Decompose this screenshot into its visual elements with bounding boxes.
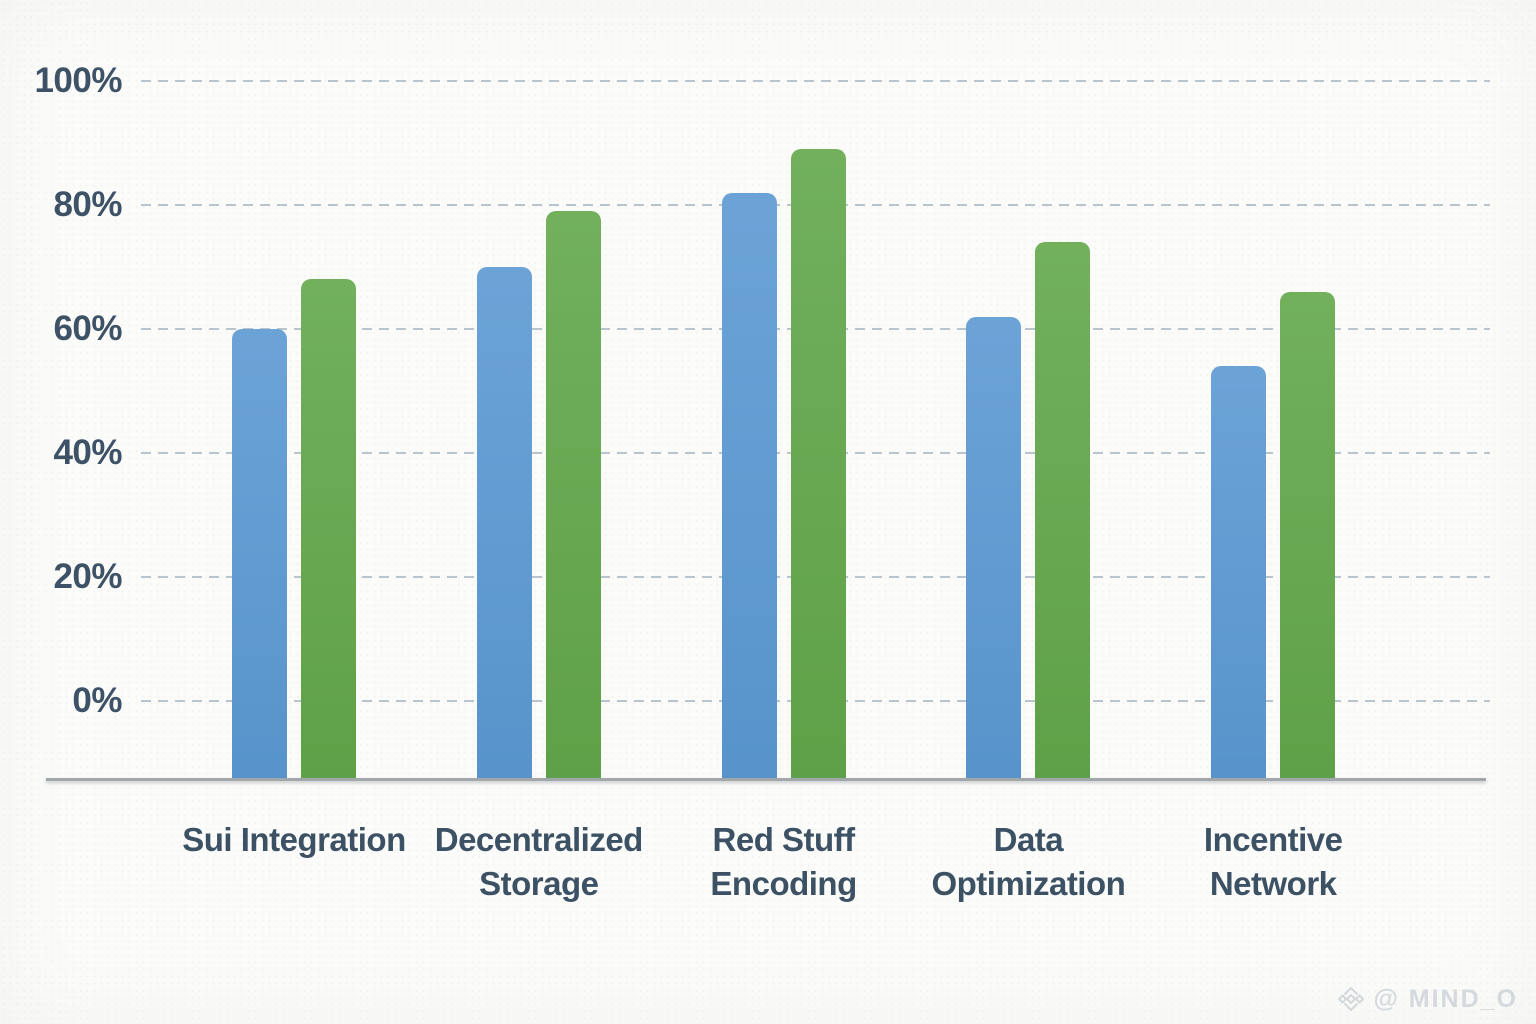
y-axis-tick-label: 20% <box>53 557 122 596</box>
bar-green-series <box>301 279 356 780</box>
bar-blue-series <box>232 329 287 780</box>
watermark-text: @ MIND_O <box>1373 984 1518 1013</box>
x-axis-line <box>46 778 1486 781</box>
bar-green-series <box>1035 242 1091 780</box>
gridline <box>141 80 1490 82</box>
y-axis-tick-label: 80% <box>53 185 122 224</box>
category-label: Data Optimization <box>931 821 1126 902</box>
category-label: Decentralized Storage <box>434 821 644 902</box>
bar-blue-series <box>476 267 532 780</box>
watermark: @ MIND_O <box>1336 984 1518 1014</box>
category-label: Incentive Network <box>1203 821 1343 902</box>
bar-green-series <box>790 149 846 780</box>
y-axis-tick-label: 60% <box>53 309 122 348</box>
y-axis-tick-label: 0% <box>72 681 122 720</box>
gem-icon <box>1336 984 1366 1014</box>
bar-green-series <box>1280 291 1336 780</box>
bar-blue-series <box>721 192 777 780</box>
bar-blue-series <box>966 316 1022 780</box>
bar-green-series <box>545 211 601 780</box>
category-label: Sui Integration <box>182 821 406 858</box>
category-label: Red Stuff Encoding <box>710 821 857 902</box>
y-axis-tick-label: 100% <box>34 61 122 100</box>
y-axis-tick-label: 40% <box>53 433 122 472</box>
bar-blue-series <box>1211 366 1267 780</box>
